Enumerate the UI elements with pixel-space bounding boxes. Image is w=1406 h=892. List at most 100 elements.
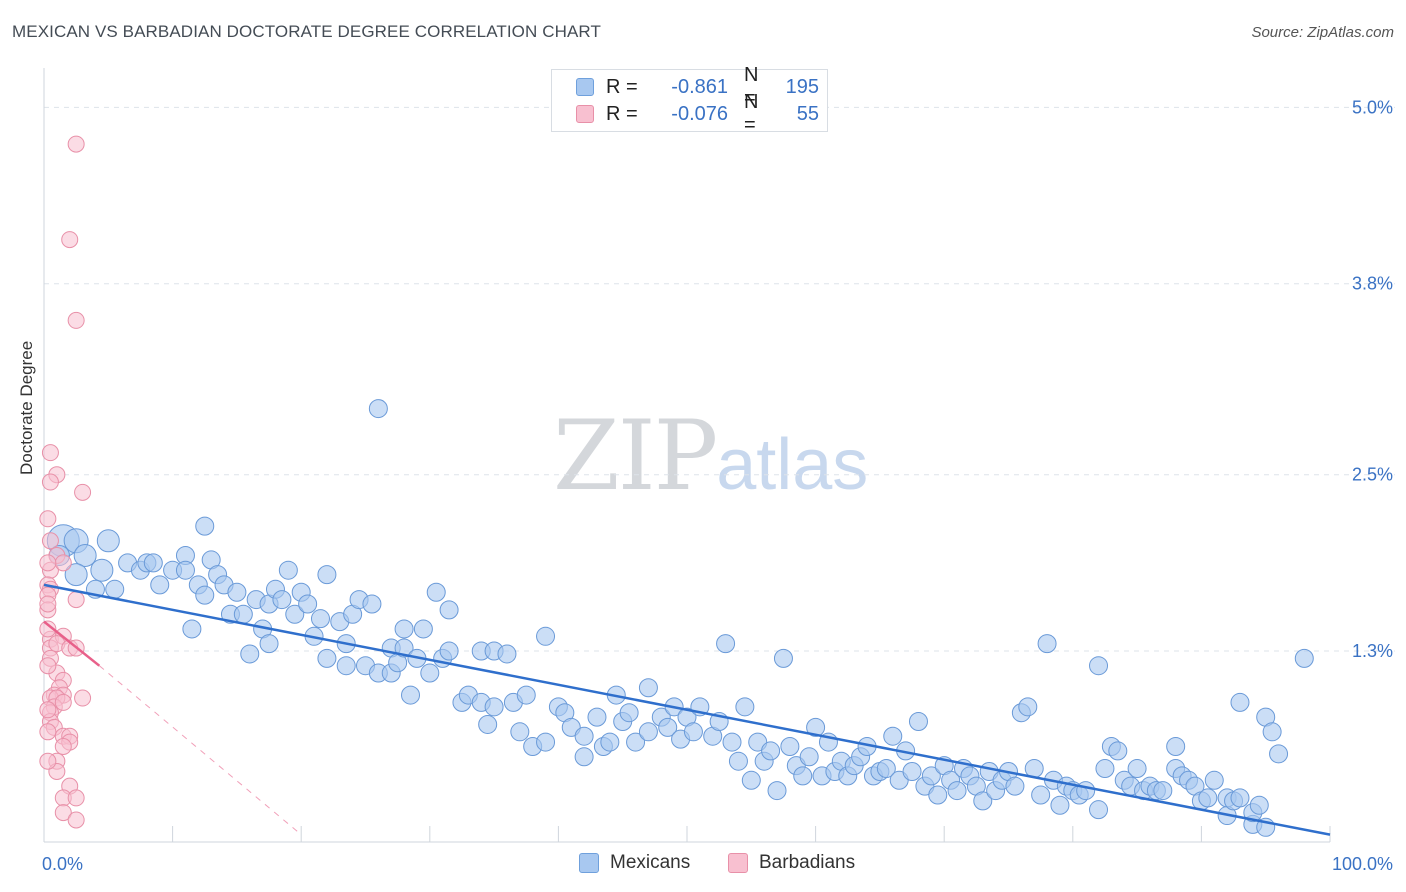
mexicans-point bbox=[478, 714, 498, 734]
mexicans-point bbox=[722, 732, 742, 752]
barbadians-point bbox=[39, 595, 57, 613]
mexicans-point bbox=[773, 648, 793, 668]
mexicans-point bbox=[227, 582, 247, 602]
bottom-legend-mexicans[interactable]: Mexicans bbox=[579, 852, 690, 874]
mexicans-point bbox=[150, 575, 170, 595]
barbadians-point bbox=[67, 811, 85, 829]
legend-swatch-barbadians bbox=[576, 105, 594, 123]
mexicans-point bbox=[902, 761, 922, 781]
bottom-legend-barbadians[interactable]: Barbadians bbox=[728, 852, 855, 874]
mexicans-point bbox=[1050, 795, 1070, 815]
legend: R = -0.861 N = 195 R = -0.076 N = 55 bbox=[551, 64, 828, 136]
mexicans-point bbox=[1204, 770, 1224, 790]
mexicans-point bbox=[1249, 795, 1269, 815]
mexicans-point bbox=[240, 644, 260, 664]
mexicans-point bbox=[947, 781, 967, 801]
bottom-legend-label-mexicans: Mexicans bbox=[610, 852, 691, 873]
legend-n-label: N = bbox=[744, 91, 759, 136]
mexicans-point bbox=[497, 644, 517, 664]
bottom-legend-swatch-barbadians bbox=[728, 853, 748, 873]
mexicans-point bbox=[1089, 800, 1109, 820]
mexicans-point bbox=[1018, 697, 1038, 717]
bottom-legend-label-barbadians: Barbadians bbox=[759, 852, 856, 873]
mexicans-point bbox=[317, 648, 337, 668]
mexicans-point bbox=[536, 626, 556, 646]
y-tick-label: 1.3% bbox=[1352, 641, 1393, 661]
barbadians-point bbox=[54, 693, 72, 711]
source-credit: Source: ZipAtlas.com bbox=[1251, 24, 1394, 41]
mexicans-point bbox=[1166, 737, 1186, 756]
mexicans-point bbox=[600, 732, 620, 752]
mexicans-point bbox=[780, 737, 800, 756]
mexicans-point bbox=[439, 600, 459, 620]
mexicans-point bbox=[394, 619, 414, 639]
barbadians-point bbox=[54, 804, 72, 822]
barbadians-point bbox=[39, 657, 57, 675]
mexicans-point bbox=[683, 722, 703, 742]
mexicans-point bbox=[317, 565, 337, 585]
barbadians-point bbox=[39, 701, 57, 719]
x-tick-label-max: 100.0% bbox=[1332, 854, 1393, 874]
barbadians-point bbox=[54, 554, 72, 572]
mexicans-point bbox=[876, 759, 896, 779]
barbadians-trend-extension bbox=[98, 665, 302, 836]
mexicans-point bbox=[574, 726, 594, 746]
mexicans-point bbox=[574, 747, 594, 767]
watermark-atlas: atlas bbox=[716, 425, 869, 505]
mexicans-point bbox=[195, 585, 215, 605]
mexicans-point bbox=[96, 529, 120, 553]
mexicans-point bbox=[516, 685, 536, 705]
mexicans-point bbox=[1269, 744, 1289, 764]
y-tick-label: 3.8% bbox=[1352, 274, 1393, 294]
mexicans-point bbox=[921, 766, 941, 786]
barbadians-point bbox=[39, 752, 57, 770]
mexicans-point bbox=[1230, 788, 1250, 808]
mexicans-point bbox=[1005, 776, 1025, 796]
barbadians-point bbox=[41, 532, 59, 550]
mexicans-point bbox=[1127, 759, 1147, 779]
mexicans-point bbox=[1037, 634, 1057, 654]
mexicans-point bbox=[767, 781, 787, 801]
mexicans-point bbox=[883, 726, 903, 746]
mexicans-point bbox=[1031, 785, 1051, 805]
x-tick-label-min: 0.0% bbox=[42, 854, 83, 874]
mexicans-trend-line bbox=[43, 583, 1331, 836]
bottom-legend-swatch-mexicans bbox=[579, 853, 599, 873]
barbadians-point bbox=[41, 444, 59, 462]
mexicans-point bbox=[1230, 692, 1250, 712]
barbadians-point bbox=[41, 473, 59, 491]
chart-title: MEXICAN VS BARBADIAN DOCTORATE DEGREE CO… bbox=[12, 22, 601, 41]
barbadians-point bbox=[39, 620, 57, 638]
mexicans-point bbox=[806, 717, 826, 737]
barbadians-point bbox=[39, 554, 57, 572]
mexicans-point bbox=[368, 399, 388, 419]
mexicans-point bbox=[259, 634, 279, 654]
mexicans-point bbox=[510, 722, 530, 742]
mexicans-point bbox=[439, 641, 459, 661]
mexicans-point bbox=[401, 685, 421, 705]
mexicans-point bbox=[90, 558, 114, 582]
bottom-legend: Mexicans Barbadians bbox=[0, 852, 1406, 876]
barbadians-point bbox=[74, 689, 92, 707]
mexicans-point bbox=[735, 697, 755, 717]
mexicans-point bbox=[420, 663, 440, 683]
mexicans-point bbox=[278, 560, 298, 580]
legend-n-value: 195 bbox=[785, 75, 819, 98]
mexicans-point bbox=[105, 579, 125, 599]
mexicans-point bbox=[716, 634, 736, 654]
legend-row-mexicans: R = -0.861 N = 195 bbox=[576, 64, 819, 109]
mexicans-point bbox=[619, 703, 639, 723]
mexicans-point bbox=[658, 717, 678, 737]
mexicans-point bbox=[1294, 648, 1314, 668]
barbadians-point bbox=[61, 231, 79, 249]
mexicans-point bbox=[362, 594, 382, 614]
mexicans-point bbox=[484, 697, 504, 717]
mexicans-point bbox=[908, 712, 928, 732]
mexicans-point bbox=[741, 770, 761, 790]
legend-swatch-mexicans bbox=[576, 78, 594, 96]
mexicans-point bbox=[928, 785, 948, 805]
legend-r-label: R = bbox=[606, 102, 638, 125]
mexicans-point bbox=[1076, 781, 1096, 801]
mexicans-point bbox=[64, 563, 88, 587]
